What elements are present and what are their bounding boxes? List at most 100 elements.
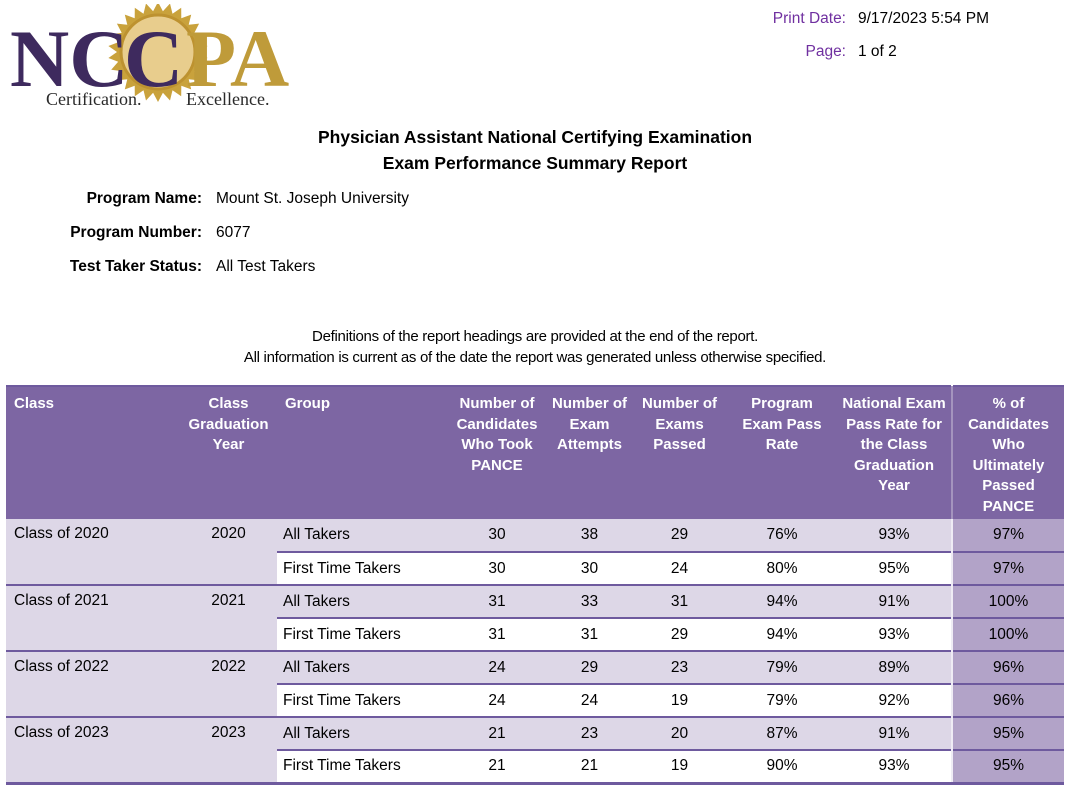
attempts-cell: 31 [547, 617, 632, 651]
attempts-cell: 38 [547, 519, 632, 552]
col-header-grad-year: Class Graduation Year [180, 386, 277, 519]
logo-letters-pa: PA [186, 13, 289, 104]
attempts-cell: 30 [547, 551, 632, 585]
program-rate-cell: 94% [727, 584, 837, 618]
program-number-value: 6077 [216, 224, 251, 241]
performance-table: Class Class Graduation Year Group Number… [6, 385, 1064, 785]
table-row-all-takers: Class of 2021 2021 All Takers 31 33 31 94% 91% 1… [6, 584, 1064, 651]
logo-tagline-certification: Certification. [46, 89, 141, 109]
print-meta: Print Date: 9/17/2023 5:54 PM Page: 1 of… [728, 10, 1028, 61]
group-cell: First Time Takers [277, 683, 447, 717]
grad-year-cell: 2020 [180, 519, 277, 585]
group-cell: All Takers [277, 716, 447, 750]
national-rate-cell: 91% [837, 716, 952, 750]
logo-letter-c-seal: C [124, 13, 183, 104]
program-name-label: Program Name: [86, 190, 202, 207]
group-cell: All Takers [277, 650, 447, 684]
ultimate-rate-cell: 96% [951, 683, 1064, 717]
table-row-all-takers: Class of 2020 2020 All Takers 30 38 29 76% 93% 9… [6, 519, 1064, 585]
passed-cell: 31 [632, 584, 727, 618]
report-title: Physician Assistant National Certifying … [0, 124, 1070, 176]
attempts-cell: 21 [547, 749, 632, 783]
group-cell: First Time Takers [277, 617, 447, 651]
report-note-line1: Definitions of the report headings are p… [312, 328, 758, 345]
table-header-row: Class Class Graduation Year Group Number… [6, 386, 1064, 519]
col-header-passed: Number of Exams Passed [632, 386, 727, 519]
table-row-first-time-takers: First Time Takers 30 30 24 80% 95% 97% [6, 551, 1064, 585]
ultimate-rate-cell: 97% [951, 519, 1064, 552]
report-title-line1: Physician Assistant National Certifying … [317, 127, 753, 147]
candidates-cell: 31 [447, 584, 547, 618]
program-name-value: Mount St. Joseph University [216, 190, 409, 207]
national-rate-cell: 93% [837, 519, 952, 552]
candidates-cell: 24 [447, 683, 547, 717]
table-row-first-time-takers: First Time Takers 21 21 19 90% 93% 95% [6, 749, 1064, 783]
page-label: Page: [805, 43, 846, 60]
candidates-cell: 30 [447, 519, 547, 552]
logo-tagline-excellence: Excellence. [186, 89, 269, 109]
passed-cell: 19 [632, 749, 727, 783]
nccpa-logo: NC C PA Certification. Excellence. [8, 2, 304, 110]
passed-cell: 29 [632, 519, 727, 552]
grad-year-cell: 2021 [180, 584, 277, 651]
col-header-candidates: Number of Candidates Who Took PANCE [447, 386, 547, 519]
page-value: 1 of 2 [858, 43, 897, 60]
national-rate-cell: 93% [837, 617, 952, 651]
grad-year-cell: 2023 [180, 716, 277, 783]
table-body: Class of 2020 2020 All Takers 30 38 29 76% 93% 9… [6, 519, 1064, 783]
ultimate-rate-cell: 100% [951, 617, 1064, 651]
national-rate-cell: 89% [837, 650, 952, 684]
ultimate-rate-cell: 96% [951, 650, 1064, 684]
col-header-ultimate-rate: % of Candidates Who Ultimately Passed PA… [951, 386, 1064, 519]
table-row-all-takers: Class of 2022 2022 All Takers 24 29 23 79% 89% 9… [6, 650, 1064, 717]
program-rate-cell: 79% [727, 650, 837, 684]
attempts-cell: 24 [547, 683, 632, 717]
passed-cell: 19 [632, 683, 727, 717]
program-rate-cell: 87% [727, 716, 837, 750]
grad-year-cell: 2022 [180, 650, 277, 717]
passed-cell: 23 [632, 650, 727, 684]
national-rate-cell: 92% [837, 683, 952, 717]
print-date-value: 9/17/2023 5:54 PM [858, 10, 989, 27]
group-cell: First Time Takers [277, 749, 447, 783]
program-rate-cell: 79% [727, 683, 837, 717]
report-notes: Definitions of the report headings are p… [0, 326, 1070, 368]
national-rate-cell: 91% [837, 584, 952, 618]
program-rate-cell: 76% [727, 519, 837, 552]
seal-disc-icon [119, 13, 197, 91]
performance-table-wrap: Class Class Graduation Year Group Number… [6, 385, 1064, 785]
attempts-cell: 29 [547, 650, 632, 684]
class-cell: Class of 2021 [6, 584, 180, 651]
attempts-cell: 33 [547, 584, 632, 618]
ultimate-rate-cell: 95% [951, 716, 1064, 750]
col-header-group: Group [277, 386, 447, 519]
candidates-cell: 30 [447, 551, 547, 585]
group-cell: First Time Takers [277, 551, 447, 585]
col-header-attempts: Number of Exam Attempts [547, 386, 632, 519]
national-rate-cell: 95% [837, 551, 952, 585]
table-row-first-time-takers: First Time Takers 24 24 19 79% 92% 96% [6, 683, 1064, 717]
attempts-cell: 23 [547, 716, 632, 750]
candidates-cell: 31 [447, 617, 547, 651]
test-taker-status-label: Test Taker Status: [69, 258, 202, 275]
program-rate-cell: 94% [727, 617, 837, 651]
nccpa-logo-graphic: NC C PA Certification. Excellence. [10, 2, 289, 109]
report-note-line2: All information is current as of the dat… [243, 349, 827, 366]
candidates-cell: 24 [447, 650, 547, 684]
program-rate-cell: 80% [727, 551, 837, 585]
print-date-label: Print Date: [772, 10, 846, 27]
candidates-cell: 21 [447, 716, 547, 750]
passed-cell: 24 [632, 551, 727, 585]
program-rate-cell: 90% [727, 749, 837, 783]
test-taker-status-value: All Test Takers [216, 258, 316, 275]
ultimate-rate-cell: 95% [951, 749, 1064, 783]
table-row-all-takers: Class of 2023 2023 All Takers 21 23 20 87% 91% 9… [6, 716, 1064, 783]
class-cell: Class of 2023 [6, 716, 180, 783]
table-header: Class Class Graduation Year Group Number… [6, 386, 1064, 519]
passed-cell: 20 [632, 716, 727, 750]
group-cell: All Takers [277, 519, 447, 552]
table-row-first-time-takers: First Time Takers 31 31 29 94% 93% 100% [6, 617, 1064, 651]
program-number-label: Program Number: [70, 224, 202, 241]
passed-cell: 29 [632, 617, 727, 651]
